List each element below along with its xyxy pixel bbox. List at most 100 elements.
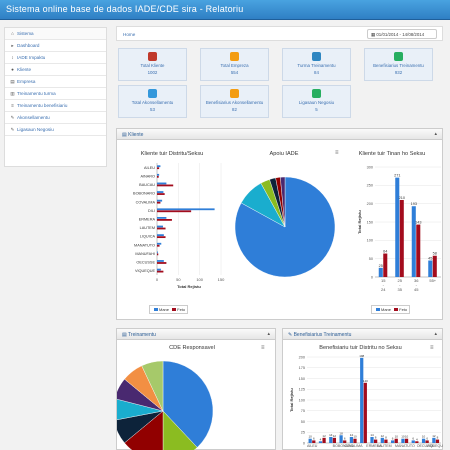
y-tick-label: 300 xyxy=(367,165,373,169)
link-icon: ✎ xyxy=(10,126,15,132)
x-tick-label: 25 xyxy=(398,278,403,283)
y-tick-label: MANUFAHI xyxy=(135,252,155,256)
x-tick-label: OECUSSE xyxy=(417,444,435,448)
stat-label: Benefisiarius Akonsellamentu xyxy=(205,100,264,105)
sidebar-item-label: Akonsellamentu xyxy=(17,115,50,120)
bar xyxy=(349,436,354,443)
sidebar-item-kliente[interactable]: ● Kliente xyxy=(5,64,106,76)
bar xyxy=(329,436,333,443)
bar xyxy=(157,262,167,264)
chart-menu-icon[interactable]: ≡ xyxy=(430,345,434,351)
chart-menu-icon[interactable]: ≡ xyxy=(335,150,339,156)
stat-value: 932 xyxy=(394,70,403,75)
stat-value: 554 xyxy=(230,70,239,75)
y-tick-label: 200 xyxy=(367,202,373,206)
kliente-panel: ▤ Kliente ▴ Kliente tuir Distritu/Seksu … xyxy=(116,128,443,320)
bar xyxy=(312,440,316,443)
y-tick-label: AILEU xyxy=(144,166,155,170)
y-tick-label: 0 xyxy=(303,441,305,445)
y-tick-label: 250 xyxy=(367,184,373,188)
sidebar-item-iade-impaktu[interactable]: ↕ IADE Impaktu xyxy=(5,52,106,64)
bar xyxy=(157,260,164,262)
bar xyxy=(353,438,357,443)
stat-label: Total Kliente xyxy=(140,63,165,68)
date-range-picker[interactable]: ▦01/01/2014 - 14/08/2014 xyxy=(367,29,437,39)
stat-benefisiarius-treinamentu[interactable]: Benefisiarius Treinamentu 932 xyxy=(364,48,433,81)
stat-total-empreza[interactable]: Total Empreza 554 xyxy=(200,48,269,81)
data-label: 10 xyxy=(395,435,399,439)
collapse-icon[interactable]: ▴ xyxy=(267,331,270,337)
data-label: 14 xyxy=(329,433,333,437)
bar xyxy=(157,199,163,202)
data-label: 14 xyxy=(370,433,374,437)
chart-menu-icon[interactable]: ≡ xyxy=(261,345,265,351)
stat-total-kliente[interactable]: Total Kliente 1002 xyxy=(118,48,187,81)
stat-total-akonsellamentu[interactable]: Total Akonsellamentu 53 xyxy=(118,85,187,118)
list-icon: ≡ xyxy=(11,103,14,108)
stat-ligasaun-negosiu[interactable]: Ligasaun Negosiu 5 xyxy=(282,85,351,118)
pie-slice xyxy=(162,360,214,448)
bar xyxy=(339,435,343,443)
bar xyxy=(425,440,429,443)
data-label: 8 xyxy=(375,436,377,440)
y-tick-label: 150 xyxy=(367,220,373,224)
bar xyxy=(157,208,215,211)
legend-swatch xyxy=(154,308,158,312)
bar xyxy=(322,437,326,443)
chart-title: Benefisiariu tuir Distritu no Seksu xyxy=(319,345,402,351)
data-label: 10 xyxy=(353,435,357,439)
x-tick-label: 35 xyxy=(398,287,403,292)
stat-value: 1002 xyxy=(147,70,158,75)
bar xyxy=(157,234,164,237)
sidebar-item-label: Dashboard xyxy=(17,43,40,48)
pie-slice xyxy=(117,398,164,420)
data-label: 10 xyxy=(422,435,426,439)
bar xyxy=(378,267,383,277)
data-label: 14 xyxy=(350,433,354,437)
users-icon xyxy=(394,52,403,61)
bar xyxy=(157,227,166,230)
sidebar-item-treinamentu-turma[interactable]: ▥ Treinamentu turma xyxy=(5,88,106,100)
bar xyxy=(157,201,161,204)
sidebar-item-dashboard[interactable]: ▸ Dashboard xyxy=(5,40,106,52)
sidebar-item-ligasaun-negosiu[interactable]: ✎ Ligasaun Negosiu xyxy=(5,124,106,136)
data-label: 6 xyxy=(344,436,346,440)
bar xyxy=(157,165,161,168)
stat-turma-treinamentu[interactable]: Turma Treinamentu 84 xyxy=(282,48,351,81)
bar xyxy=(332,437,337,443)
bar xyxy=(394,438,398,443)
y-tick-label: AINARO xyxy=(140,174,155,178)
breadcrumb-home-link[interactable]: Home xyxy=(123,32,136,37)
collapse-icon[interactable]: ▴ xyxy=(434,331,437,337)
user-icon: ● xyxy=(11,67,14,72)
y-tick-label: 50 xyxy=(369,257,373,261)
data-label: 143 xyxy=(415,221,421,225)
briefcase-icon xyxy=(230,89,239,98)
legend-swatch xyxy=(394,308,399,312)
sidebar-item-empresa[interactable]: ▤ Empresa xyxy=(5,76,106,88)
sidebar-item-sistema[interactable]: ⌂ Sistema xyxy=(5,28,106,40)
bar xyxy=(343,440,347,443)
collapse-icon[interactable]: ▴ xyxy=(434,131,437,137)
y-tick-label: VIQUEQUE xyxy=(135,269,156,273)
bar xyxy=(157,173,160,176)
bar xyxy=(318,441,323,443)
bar xyxy=(157,251,158,254)
stat-value: 82 xyxy=(232,107,237,112)
y-tick-label: OECUSSE xyxy=(136,261,155,265)
sidebar-item-treinamentu-benefisiariu[interactable]: ≡ Treinamentu benefisiariu xyxy=(5,100,106,112)
y-axis-title: Total Rejistu xyxy=(357,210,362,234)
bar xyxy=(391,440,395,443)
bar xyxy=(404,438,409,443)
bar xyxy=(157,175,159,178)
sidebar-item-akonsellamentu[interactable]: ✎ Akonsellamentu xyxy=(5,112,106,124)
stat-benefisiarius-akonsellamentu[interactable]: Benefisiarius Akonsellamentu 82 xyxy=(200,85,269,118)
panel-header: ▤ Treinamentu ▴ xyxy=(117,329,275,340)
legend-label: Feto xyxy=(177,307,186,312)
bar xyxy=(411,206,416,277)
app-title: Sistema online base de dados IADE/CDE si… xyxy=(6,4,244,14)
x-tick-label: ERMERA xyxy=(366,444,382,448)
main-content: Home ▦01/01/2014 - 14/08/2014 Total Klie… xyxy=(113,23,450,450)
bar xyxy=(395,177,400,277)
stat-label: Ligasaun Negosiu xyxy=(298,100,335,105)
